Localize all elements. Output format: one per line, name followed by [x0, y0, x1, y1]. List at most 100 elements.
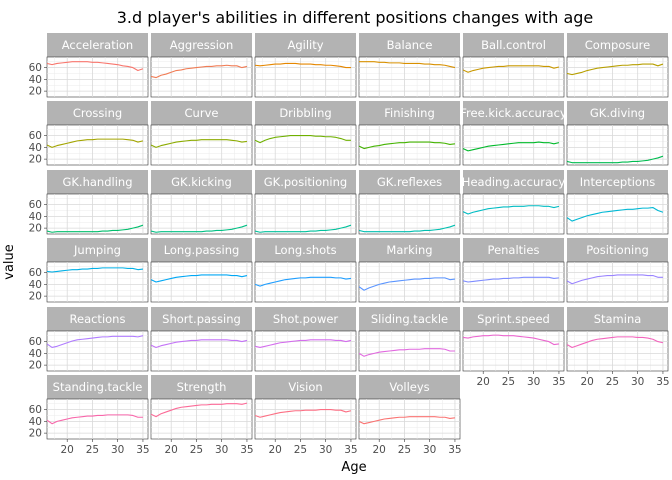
facet-strip: [47, 238, 148, 262]
facet-panel-gk-kicking: GK.kicking: [150, 170, 253, 235]
facet-panel-shot-power: Shot.power: [254, 307, 357, 372]
panel-background: [254, 261, 357, 303]
panel-background: [150, 56, 253, 98]
panel-plot-area: [567, 194, 668, 234]
facet-panel-heading-accuracy: Heading.accuracy: [462, 170, 565, 235]
y-tick-label: 60: [29, 199, 42, 211]
facet-panel-dribbling: Dribbling: [254, 101, 357, 166]
series-line-standing-tackle: [47, 414, 143, 425]
panel-background: [358, 398, 461, 440]
series-line-vision: [255, 409, 352, 418]
facet-panel-agility: Agility: [254, 33, 357, 98]
facet-strip-label: Long.passing: [164, 243, 240, 257]
panel-background: [462, 261, 565, 303]
panel-plot-area: [567, 331, 668, 371]
facet-strip: [463, 307, 564, 331]
x-tick-label: 35: [552, 376, 565, 388]
y-tick-label: 60: [29, 62, 42, 74]
facet-panel-composure: Composure: [566, 33, 669, 98]
facet-strip-label: Volleys: [389, 380, 429, 394]
x-tick-label: 20: [269, 444, 282, 456]
x-axis-title: Age: [341, 460, 366, 475]
x-tick-label: 25: [294, 444, 307, 456]
facet-strip-label: GK.reflexes: [377, 175, 442, 189]
series-line-agility: [255, 62, 351, 69]
facet-strip-label: Vision: [288, 380, 322, 394]
panel-plot-area: [255, 194, 356, 234]
facet-strip: [567, 170, 668, 194]
x-tick-label: 35: [656, 376, 669, 388]
panel-plot-area: [359, 399, 460, 439]
series-line-dribbling: [255, 135, 351, 144]
panel-plot-area: [359, 57, 460, 97]
facet-strip: [255, 101, 356, 125]
facet-strip: [151, 101, 252, 125]
x-tick-label: 20: [581, 376, 594, 388]
facet-strip: [151, 375, 252, 399]
facet-panel-positioning: Positioning: [566, 238, 669, 303]
y-tick-label: 40: [29, 348, 42, 360]
facet-strip-label: GK.kicking: [171, 175, 232, 189]
x-tick-label: 35: [136, 444, 149, 456]
chart-title: 3.d player's abilities in different posi…: [117, 8, 594, 27]
facet-strip-label: Aggression: [170, 38, 234, 52]
x-tick-label: 30: [111, 444, 124, 456]
panel-plot-area: [255, 331, 356, 371]
series-line-volleys: [359, 416, 456, 425]
panel-background: [566, 124, 669, 166]
y-tick-label: 20: [29, 154, 42, 166]
series-line-finishing: [359, 141, 456, 150]
x-tick-label: 20: [373, 444, 386, 456]
facet-strip-label: GK.positioning: [264, 175, 347, 189]
facet-strip: [359, 238, 460, 262]
facet-strip-label: Short.passing: [162, 312, 241, 326]
y-tick-label: 60: [29, 336, 42, 348]
facet-strip: [463, 170, 564, 194]
panel-plot-area: [151, 399, 252, 439]
y-tick-label: 40: [29, 142, 42, 154]
facet-panel-finishing: Finishing: [358, 101, 461, 166]
panel-background: [358, 261, 461, 303]
series-line-penalties: [463, 276, 560, 283]
x-tick-label: 30: [215, 444, 228, 456]
panel-plot-area: [463, 125, 564, 165]
facet-strip: [255, 307, 356, 331]
series-line-acceleration: [47, 61, 144, 72]
panel-plot-area: [359, 194, 460, 234]
facet-panel-long-passing: Long.passing: [150, 238, 253, 303]
panel-plot-area: [151, 125, 252, 165]
series-line-crossing: [47, 138, 144, 148]
panel-background: [358, 330, 461, 372]
panel-plot-area: [359, 262, 460, 302]
x-tick-label: 30: [631, 376, 644, 388]
x-tick-label: 25: [86, 444, 99, 456]
facet-strip: [255, 170, 356, 194]
facet-strip: [567, 33, 668, 57]
facet-strip: [567, 101, 668, 125]
y-tick-label: 40: [29, 74, 42, 86]
panel-background: [150, 193, 253, 235]
panel-background: [462, 124, 565, 166]
x-axes: 20 25 30 35 20 25 30 35 20 25 30 35 20 25 30 35 20 25 30 35…: [61, 371, 670, 456]
series-line-gk-positioning: [255, 224, 352, 233]
x-tick-label: 35: [344, 444, 357, 456]
facet-panel-aggression: Aggression: [150, 33, 253, 98]
series-line-gk-kicking: [151, 224, 248, 233]
panel-plot-area: [567, 125, 668, 165]
series-line-free-kick-accuracy: [463, 141, 560, 152]
facet-strip-label: GK.diving: [590, 106, 645, 120]
facet-strip: [47, 307, 148, 331]
series-line-sprint-speed: [463, 334, 560, 346]
facet-panel-vision: Vision: [254, 375, 357, 440]
facet-strip-label: Ball.control: [481, 38, 546, 52]
facet-strip-label: Standing.tackle: [53, 380, 143, 394]
panel-background: [358, 193, 461, 235]
facet-strip: [255, 33, 356, 57]
y-tick-label: 40: [29, 279, 42, 291]
